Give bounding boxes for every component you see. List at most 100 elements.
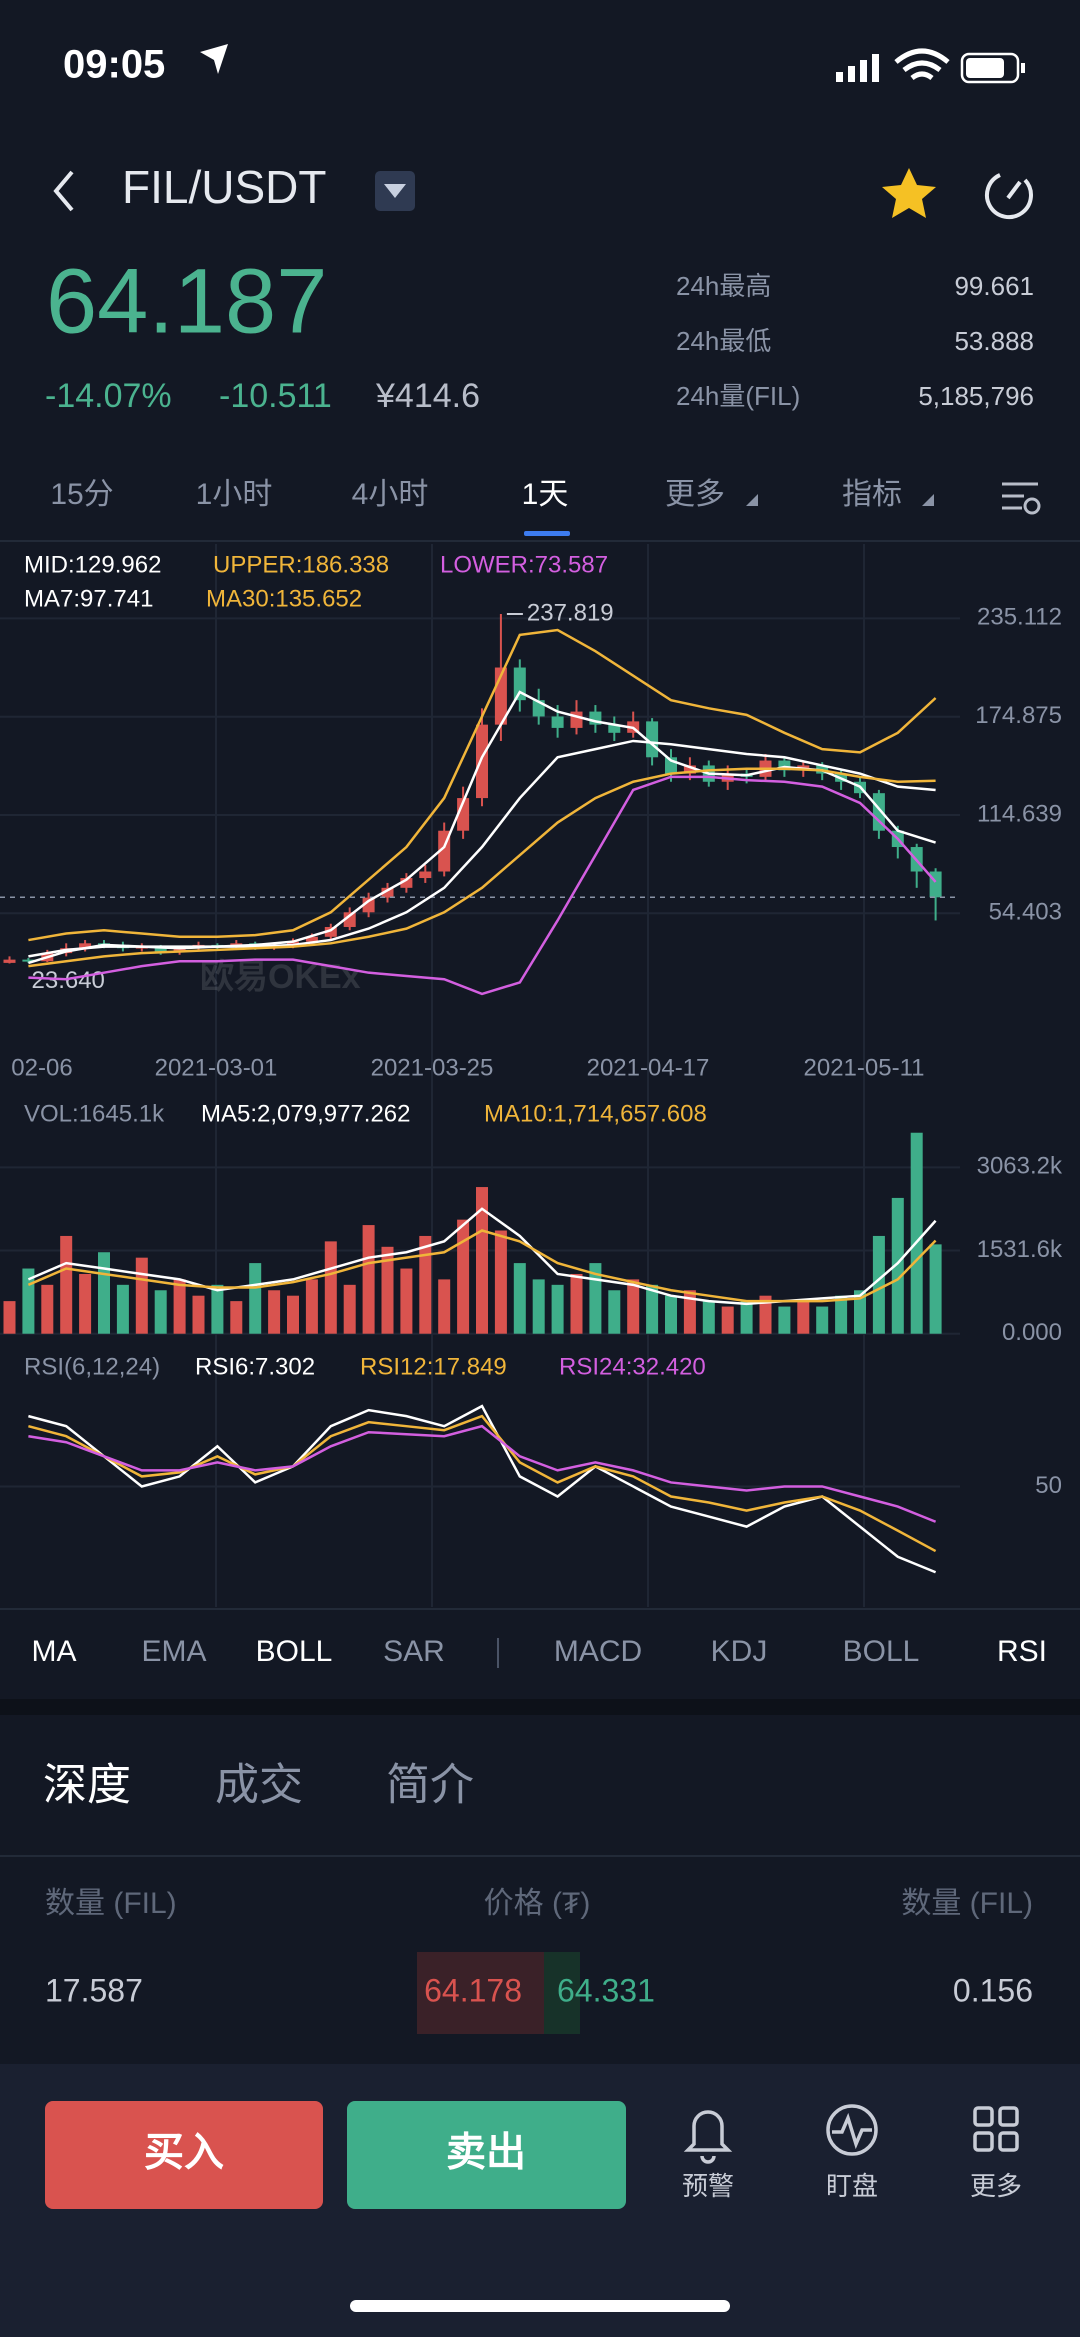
sell-button[interactable]	[347, 2101, 626, 2209]
pair-dropdown[interactable]	[375, 171, 415, 211]
indicator[interactable]: EMA	[141, 1635, 206, 1668]
legend-entry: VOL:1645.1k	[24, 1100, 165, 1127]
interval-tab[interactable]: 1小时	[196, 478, 273, 511]
indicator-line	[28, 739, 936, 958]
y-tick-label: 0.000	[1002, 1319, 1062, 1346]
candle-body	[324, 926, 337, 937]
charts: 235.112 174.875 114.639 54.403 MID:129.962 UP…	[0, 544, 1063, 1607]
candle-body	[173, 948, 186, 952]
legend-entry: RSI6:7.302	[195, 1353, 315, 1380]
more-icon[interactable]	[973, 2106, 1019, 2152]
volume-bar	[646, 1284, 659, 1334]
legend-entry: MA5:2,079,977.262	[201, 1100, 411, 1127]
volume-bar	[324, 1241, 337, 1334]
section-tab[interactable]: 成交	[215, 1761, 303, 1810]
candle-body	[287, 941, 299, 945]
volume-bar	[551, 1284, 564, 1334]
volume-bar	[362, 1225, 375, 1334]
back-button[interactable]	[53, 170, 74, 212]
x-tick-label: 2021-05-11	[804, 1054, 925, 1081]
alert-icon[interactable]	[683, 2110, 733, 2164]
volume-bar	[570, 1273, 583, 1334]
min-label: 23.640	[32, 967, 105, 994]
indicator[interactable]: BOLL	[256, 1635, 333, 1668]
candle-body	[305, 936, 318, 942]
volume-bar	[211, 1284, 224, 1334]
stat-label: 24h量(FIL)	[676, 381, 800, 411]
indicator-line	[28, 1404, 937, 1574]
bid-amount: 17.587	[45, 1972, 143, 2008]
dropdown-triangle	[922, 494, 934, 506]
candle-body	[400, 878, 413, 888]
volume-bar	[287, 1295, 299, 1334]
battery-icon	[960, 52, 1025, 84]
more-tab[interactable]: 更多	[665, 478, 725, 511]
candle-body	[3, 959, 16, 963]
legend-entry: MA30:135.652	[206, 585, 362, 612]
column-header: 数量 (FIL)	[45, 1887, 177, 1920]
indicator[interactable]: KDJ	[711, 1635, 768, 1668]
column-header: 数量 (FIL)	[901, 1887, 1033, 1920]
volume-bar	[872, 1235, 885, 1334]
location-icon	[200, 44, 228, 74]
volume-bar	[759, 1295, 772, 1334]
volume-bar	[230, 1301, 243, 1334]
y-tick-label: 3063.2k	[977, 1153, 1063, 1180]
indicator[interactable]: MA	[32, 1635, 77, 1668]
favorite-star[interactable]	[882, 168, 936, 218]
candle-body	[608, 724, 621, 733]
legend-entry: UPPER:186.338	[213, 551, 389, 578]
volume-bar	[627, 1279, 640, 1334]
section-tab-active[interactable]: 深度	[43, 1761, 131, 1810]
indicator[interactable]: RSI	[997, 1635, 1047, 1668]
clock: 09:05	[63, 43, 165, 87]
indicator-line	[28, 775, 937, 996]
volume-bar	[854, 1290, 866, 1334]
volume-bar	[60, 1235, 73, 1334]
candle-body	[154, 946, 167, 952]
volume-bar	[192, 1295, 205, 1334]
legend-entry: RSI12:17.849	[360, 1353, 507, 1380]
indicator-line	[28, 628, 937, 942]
cny-price: ¥414.6	[375, 377, 480, 415]
y-tick-label: 114.639	[977, 800, 1062, 827]
indicator[interactable]: BOLL	[843, 1635, 920, 1668]
candle-body	[683, 765, 696, 774]
watch-label: 盯盘	[826, 2171, 878, 2201]
refresh-icon[interactable]	[985, 173, 1033, 220]
indicator[interactable]: MACD	[554, 1635, 642, 1668]
volume-bar	[3, 1301, 16, 1334]
volume-bar	[910, 1132, 923, 1334]
active-underline	[524, 531, 570, 536]
volume-bar	[494, 1230, 507, 1334]
candle-body	[551, 716, 564, 728]
indicator-tab[interactable]: 指标	[842, 478, 902, 511]
change-percent: -14.07%	[45, 377, 172, 415]
volume-bar	[891, 1197, 904, 1334]
candle-body	[22, 959, 35, 962]
chart-settings-icon[interactable]	[1002, 482, 1041, 515]
volume-bar	[835, 1295, 848, 1334]
watch-icon[interactable]	[826, 2104, 878, 2156]
pair-title[interactable]: FIL/USDT	[122, 161, 326, 213]
volume-bar	[305, 1279, 318, 1334]
interval-tab[interactable]: 4小时	[352, 478, 429, 511]
candle-body	[570, 711, 583, 728]
sell-label: 卖出	[446, 2131, 526, 2175]
volume-bar	[683, 1290, 696, 1334]
buy-button[interactable]	[45, 2101, 323, 2209]
interval-tab[interactable]: 15分	[50, 478, 113, 511]
indicator-line	[28, 1424, 937, 1523]
interval-tab-active[interactable]: 1天	[522, 478, 569, 511]
alert-label: 预警	[682, 2171, 734, 2201]
buy-label: 买入	[144, 2131, 224, 2175]
candle-body	[872, 793, 885, 831]
stat-label: 24h最低	[676, 326, 771, 356]
ask-price: 64.331	[557, 1972, 655, 2008]
section-tab[interactable]: 简介	[386, 1761, 474, 1810]
indicator[interactable]: SAR	[383, 1635, 445, 1668]
legend-entry: RSI(6,12,24)	[24, 1353, 160, 1380]
x-tick-label: 2021-04-17	[587, 1054, 710, 1081]
y-tick-label: 235.112	[977, 604, 1062, 631]
